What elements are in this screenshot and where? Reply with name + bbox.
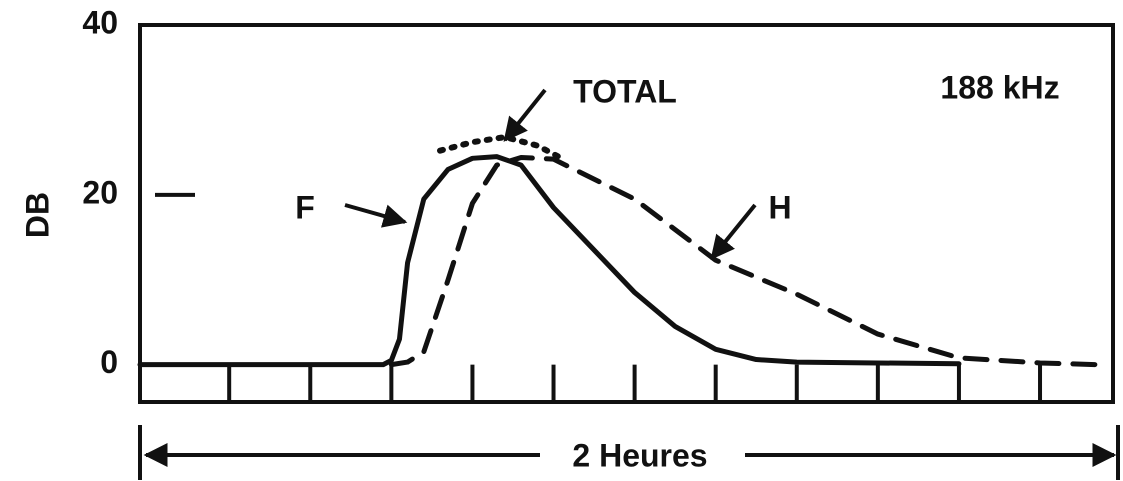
arrow (710, 203, 757, 260)
y-axis-label: DB (19, 192, 55, 238)
y-tick-label: 0 (100, 344, 118, 380)
series-line (137, 154, 962, 368)
y-tick-label: 20 (82, 174, 118, 210)
y-tick-label: 40 (82, 4, 118, 40)
series-line (437, 134, 565, 162)
series-label: F (295, 189, 315, 225)
series-label: TOTAL (573, 73, 677, 109)
x-axis-label: 2 Heures (572, 437, 707, 473)
series-label: H (768, 189, 791, 225)
plot-frame (138, 23, 1115, 404)
annotation: 188 kHz (940, 69, 1059, 105)
arrow (503, 88, 547, 142)
arrow (344, 203, 408, 228)
series-line (388, 154, 1100, 368)
